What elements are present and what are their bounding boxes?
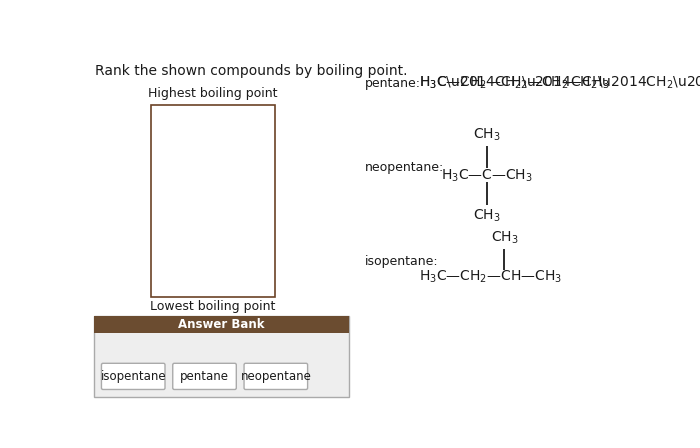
FancyBboxPatch shape [244,363,307,389]
Bar [94,316,349,333]
Text: neopentane: neopentane [240,370,312,383]
Text: $\mathregular{H_3C}$\u2014$\mathregular{CH_2}$\u2014$\mathregular{CH_2}$\u2014$\: $\mathregular{H_3C}$\u2014$\mathregular{… [419,75,700,91]
Text: Lowest boiling point: Lowest boiling point [150,300,276,313]
Text: $\mathsf{CH_3}$: $\mathsf{CH_3}$ [473,127,500,143]
Text: isopentane: isopentane [100,370,166,383]
Text: $\mathsf{H_3C}$—$\mathsf{C}$—$\mathsf{CH_3}$: $\mathsf{H_3C}$—$\mathsf{C}$—$\mathsf{CH… [441,167,533,184]
Text: Highest boiling point: Highest boiling point [148,87,278,100]
Bar [94,316,349,397]
Text: Answer Bank: Answer Bank [178,318,265,332]
FancyBboxPatch shape [102,363,165,389]
Bar [151,104,275,297]
Text: neopentane:: neopentane: [365,161,444,174]
Text: $\mathsf{CH_3}$: $\mathsf{CH_3}$ [491,230,518,246]
Text: pentane: pentane [180,370,229,383]
Text: pentane:: pentane: [365,77,421,90]
Text: isopentane:: isopentane: [365,255,439,268]
Text: Rank the shown compounds by boiling point.: Rank the shown compounds by boiling poin… [95,64,407,78]
FancyBboxPatch shape [173,363,237,389]
Text: $\mathsf{CH_3}$: $\mathsf{CH_3}$ [473,208,500,224]
Text: $\mathsf{H_3C}$—$\mathsf{CH_2}$—$\mathsf{CH_2}$—$\mathsf{CH_2}$—$\mathsf{CH_3}$: $\mathsf{H_3C}$—$\mathsf{CH_2}$—$\mathsf… [419,75,610,91]
Text: $\mathsf{H_3C}$—$\mathsf{CH_2}$—$\mathsf{CH}$—$\mathsf{CH_3}$: $\mathsf{H_3C}$—$\mathsf{CH_2}$—$\mathsf… [419,269,562,285]
